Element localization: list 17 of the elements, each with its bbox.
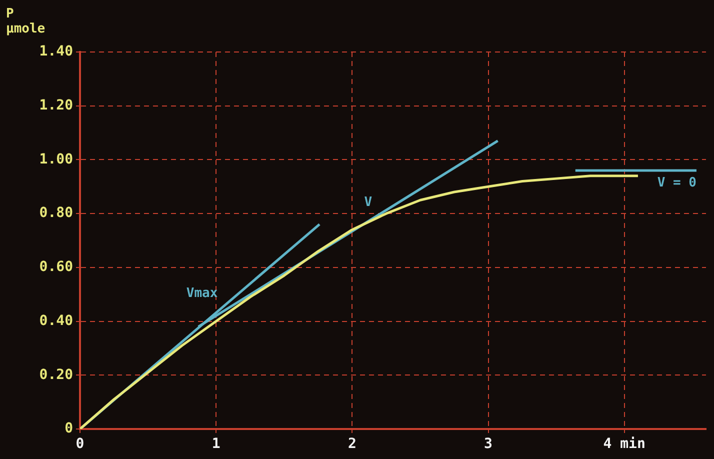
x-tick-label: 3 xyxy=(484,436,492,452)
y-tick-label: 0.80 xyxy=(39,205,73,222)
series-label: V = 0 xyxy=(657,175,697,190)
y-axis-title: P µmole xyxy=(6,6,46,36)
x-tick-label: 1 xyxy=(212,436,220,452)
series-label: Vmax xyxy=(186,286,218,302)
y-tick-label: 0 xyxy=(64,420,73,437)
y-tick-label: 0.20 xyxy=(39,366,73,383)
x-tick-label: 0 xyxy=(76,436,84,452)
series-label: V xyxy=(364,195,372,210)
x-tick-label: 2 xyxy=(348,436,356,452)
y-tick-label: 1.40 xyxy=(39,44,73,60)
x-tick-label: 4 min xyxy=(603,436,646,452)
y-tick-label: 0.40 xyxy=(39,312,73,329)
y-tick-label: 1.20 xyxy=(39,98,73,114)
y-tick-label: 0.60 xyxy=(39,259,73,276)
y-tick-label: 1.00 xyxy=(39,151,73,168)
